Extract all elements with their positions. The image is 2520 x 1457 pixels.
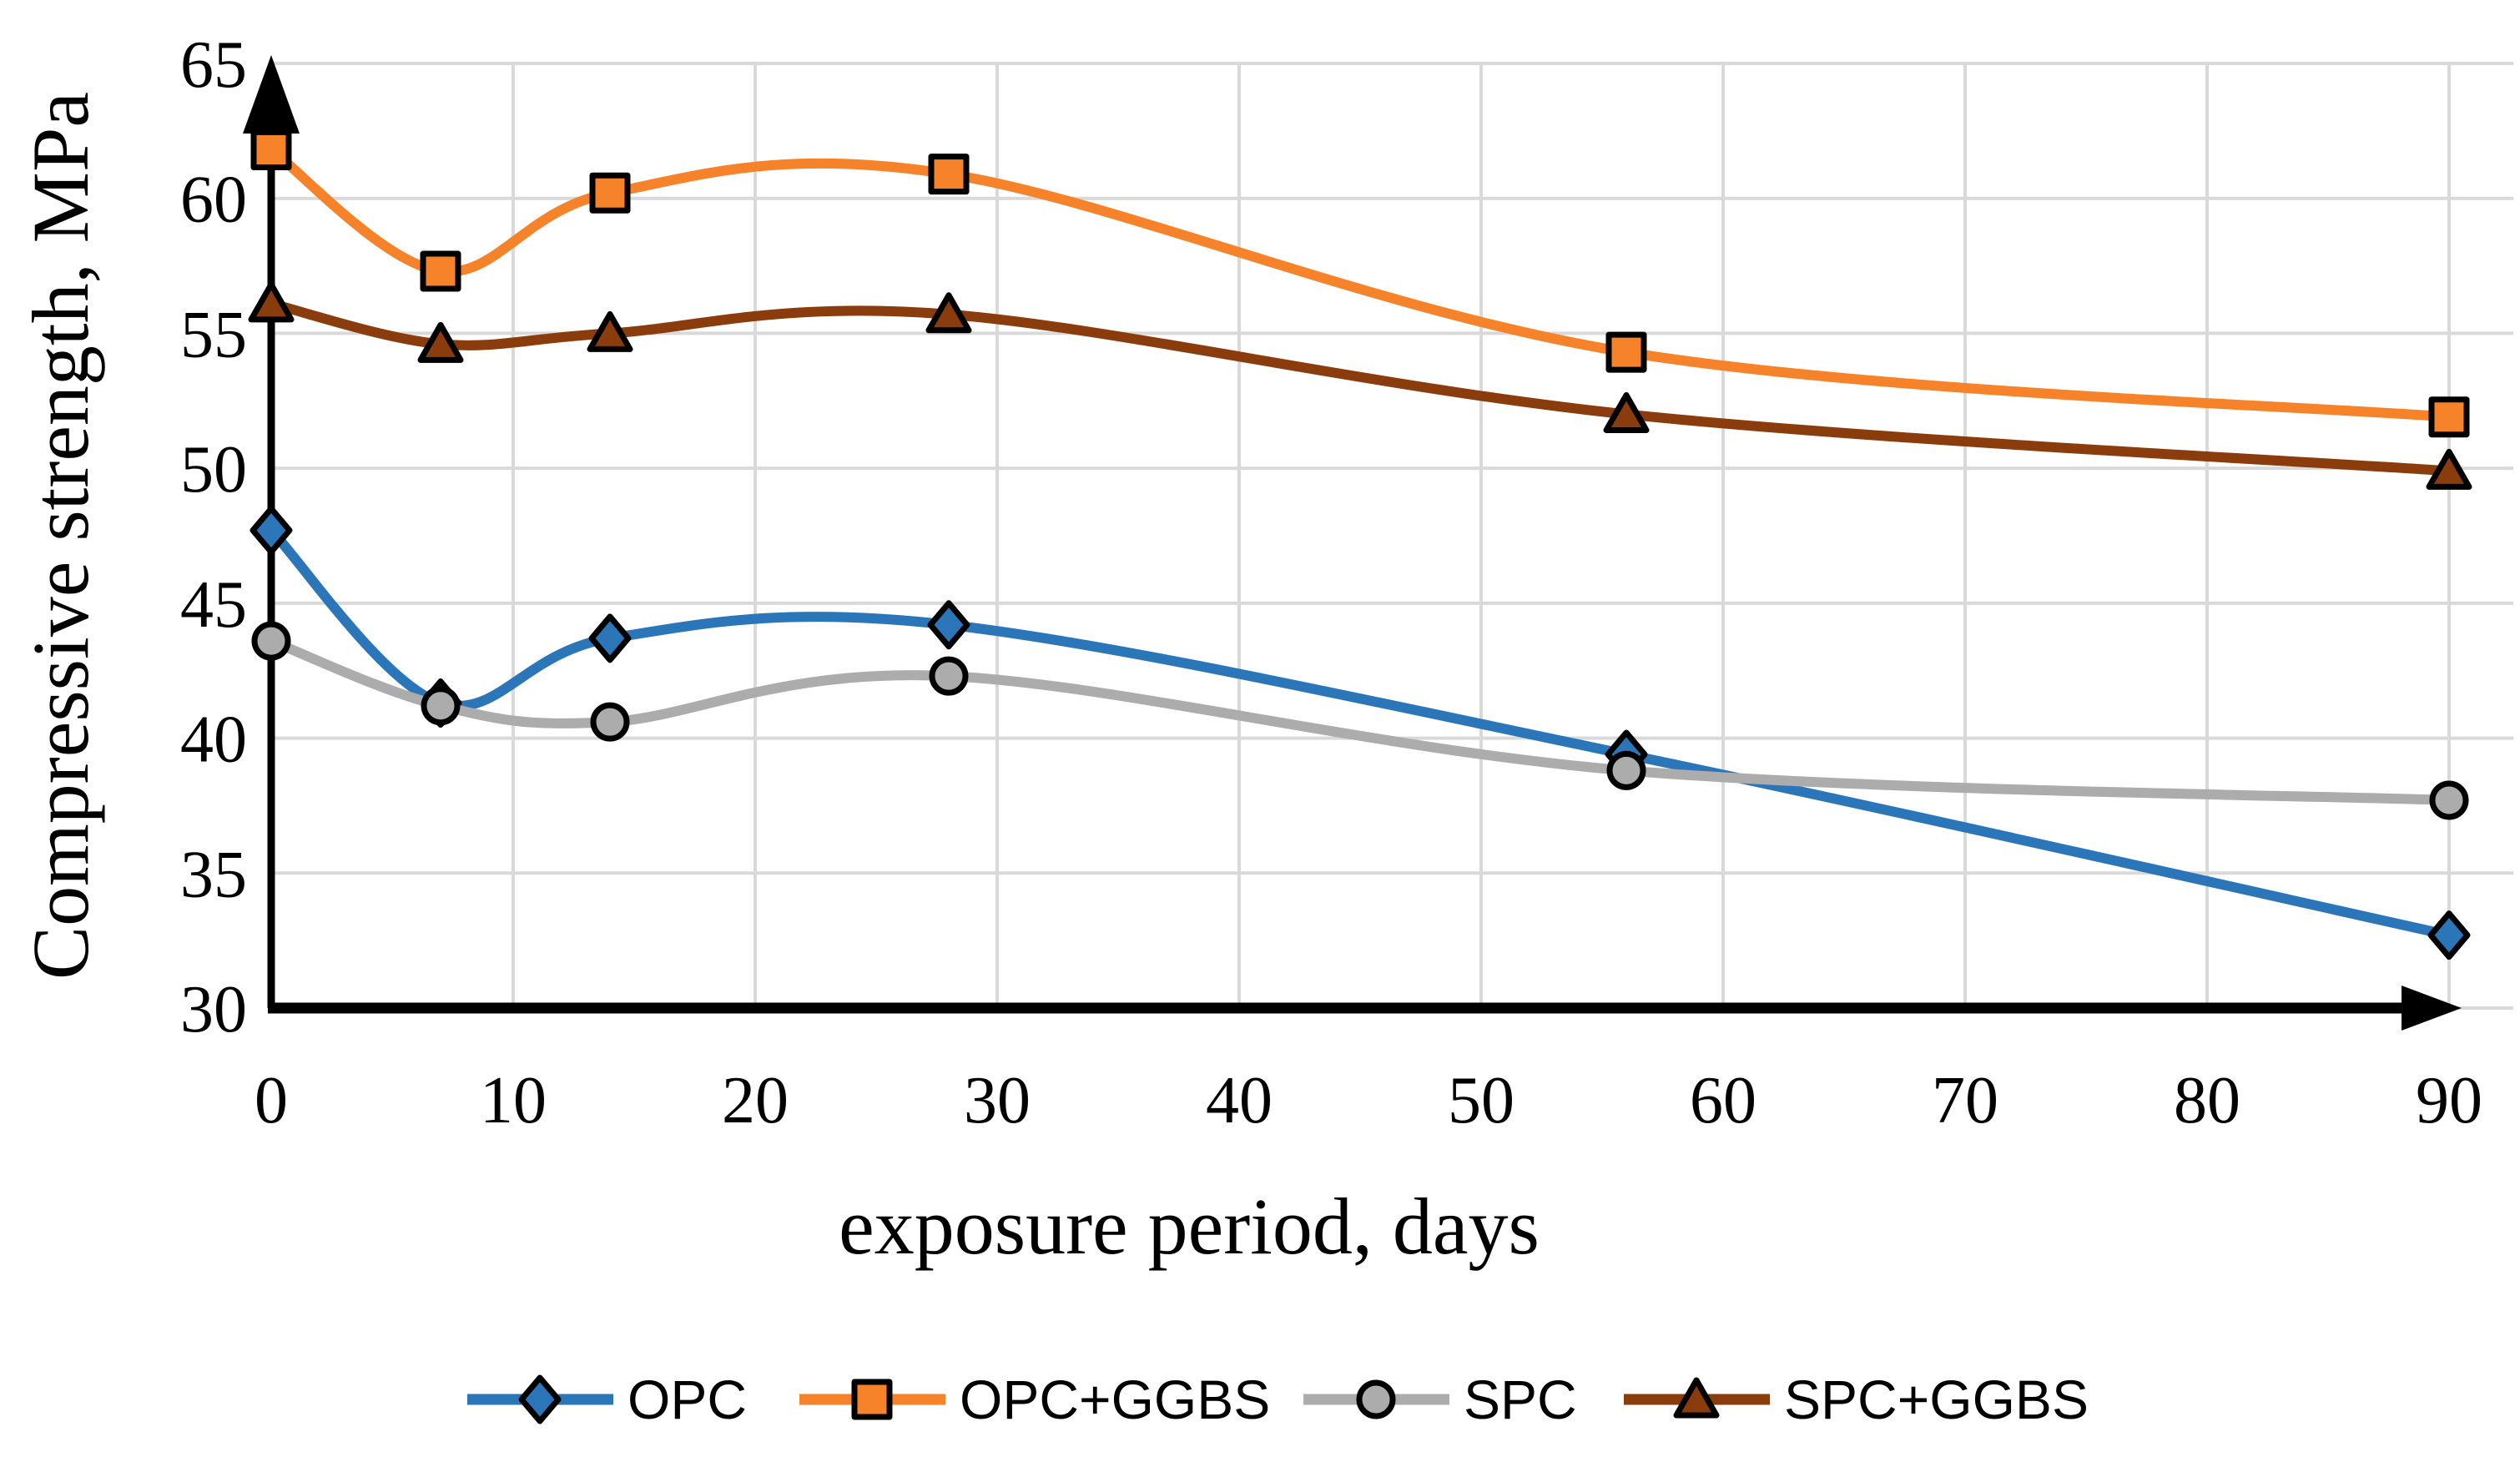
data-point-opc+ggbs-day56: [1605, 331, 1647, 373]
legend-triangle-icon: [1673, 1377, 1720, 1419]
data-point-spc+ggbs-day90: [2426, 448, 2472, 490]
x-tick-label-80: 80: [2174, 1064, 2240, 1137]
y-tick-label-65: 65: [180, 28, 247, 102]
legend-item-opc: OPC: [467, 1369, 747, 1430]
series-spc: [251, 621, 2469, 820]
legend-diamond-icon: [518, 1374, 562, 1424]
y-tick-label-55: 55: [180, 298, 247, 371]
x-axis-title: exposure period, days: [839, 1182, 1540, 1271]
legend-item-spc: SPC: [1303, 1369, 1577, 1430]
tick-layer: 30 35 40 45 50 55 60 65 0 10 20 30 40 50 60 70 80 90: [180, 28, 2482, 1137]
y-tick-label-45: 45: [180, 568, 247, 642]
data-point-opc-day28: [927, 600, 970, 650]
data-point-spc-day7: [421, 686, 461, 726]
y-tick-label-40: 40: [180, 703, 247, 777]
x-tick-label-40: 40: [1206, 1064, 1273, 1137]
data-point-opc+ggbs-day90: [2428, 396, 2470, 438]
legend-square-icon: [851, 1379, 893, 1420]
data-point-spc+ggbs-day56: [1603, 391, 1650, 433]
x-tick-label-0: 0: [255, 1064, 288, 1137]
legend: OPC OPC+GGBS SPC SPC+GGBS: [467, 1369, 2089, 1430]
y-tick-label-35: 35: [180, 838, 247, 911]
data-point-spc+ggbs-day7: [417, 321, 464, 363]
data-point-spc-day90: [2429, 780, 2469, 820]
data-point-spc-day28: [929, 656, 969, 696]
y-tick-label-60: 60: [180, 164, 247, 237]
x-tick-label-70: 70: [1932, 1064, 1998, 1137]
x-tick-label-60: 60: [1690, 1064, 1756, 1137]
data-point-opc+ggbs-day0: [250, 129, 292, 170]
legend-circle-icon: [1356, 1379, 1396, 1419]
data-point-spc+ggbs-day0: [248, 281, 295, 323]
data-point-spc+ggbs-day14: [587, 310, 633, 352]
data-point-opc+ggbs-day28: [928, 154, 970, 195]
series-spc+ggbs: [248, 281, 2472, 490]
x-tick-label-20: 20: [722, 1064, 789, 1137]
data-point-spc-day0: [251, 621, 291, 661]
legend-label-opc: OPC: [627, 1369, 747, 1430]
legend-label-spc: SPC: [1464, 1369, 1577, 1430]
data-point-spc-day56: [1606, 750, 1646, 790]
y-tick-label-30: 30: [180, 973, 247, 1046]
data-point-opc-day14: [588, 613, 632, 663]
x-tick-label-90: 90: [2416, 1064, 2482, 1137]
y-tick-label-50: 50: [180, 433, 247, 507]
series-line-spc: [266, 636, 2454, 805]
x-tick-label-10: 10: [480, 1064, 547, 1137]
data-point-spc+ggbs-day28: [925, 292, 972, 334]
series-layer: [248, 129, 2472, 960]
data-point-opc-day90: [2427, 910, 2471, 960]
x-tick-label-30: 30: [964, 1064, 1031, 1137]
axis-layer: [243, 55, 2462, 1031]
data-point-opc+ggbs-day7: [420, 250, 461, 292]
data-point-opc+ggbs-day14: [589, 172, 631, 214]
x-tick-label-50: 50: [1448, 1064, 1515, 1137]
data-point-opc-day0: [249, 506, 293, 556]
legend-item-spc+ggbs: SPC+GGBS: [1624, 1369, 2089, 1430]
y-axis-title: Compressive strength, MPa: [16, 92, 105, 980]
data-point-spc-day14: [590, 702, 630, 742]
legend-label-opc+ggbs: OPC+GGBS: [960, 1369, 1270, 1430]
series-line-spc+ggbs: [266, 298, 2454, 476]
x-axis-arrow-icon: [2402, 986, 2462, 1031]
legend-item-opc+ggbs: OPC+GGBS: [799, 1369, 1270, 1430]
legend-label-spc+ggbs: SPC+GGBS: [1784, 1369, 2089, 1430]
y-axis-arrow-icon: [243, 55, 300, 134]
series-opc+ggbs: [250, 129, 2470, 438]
